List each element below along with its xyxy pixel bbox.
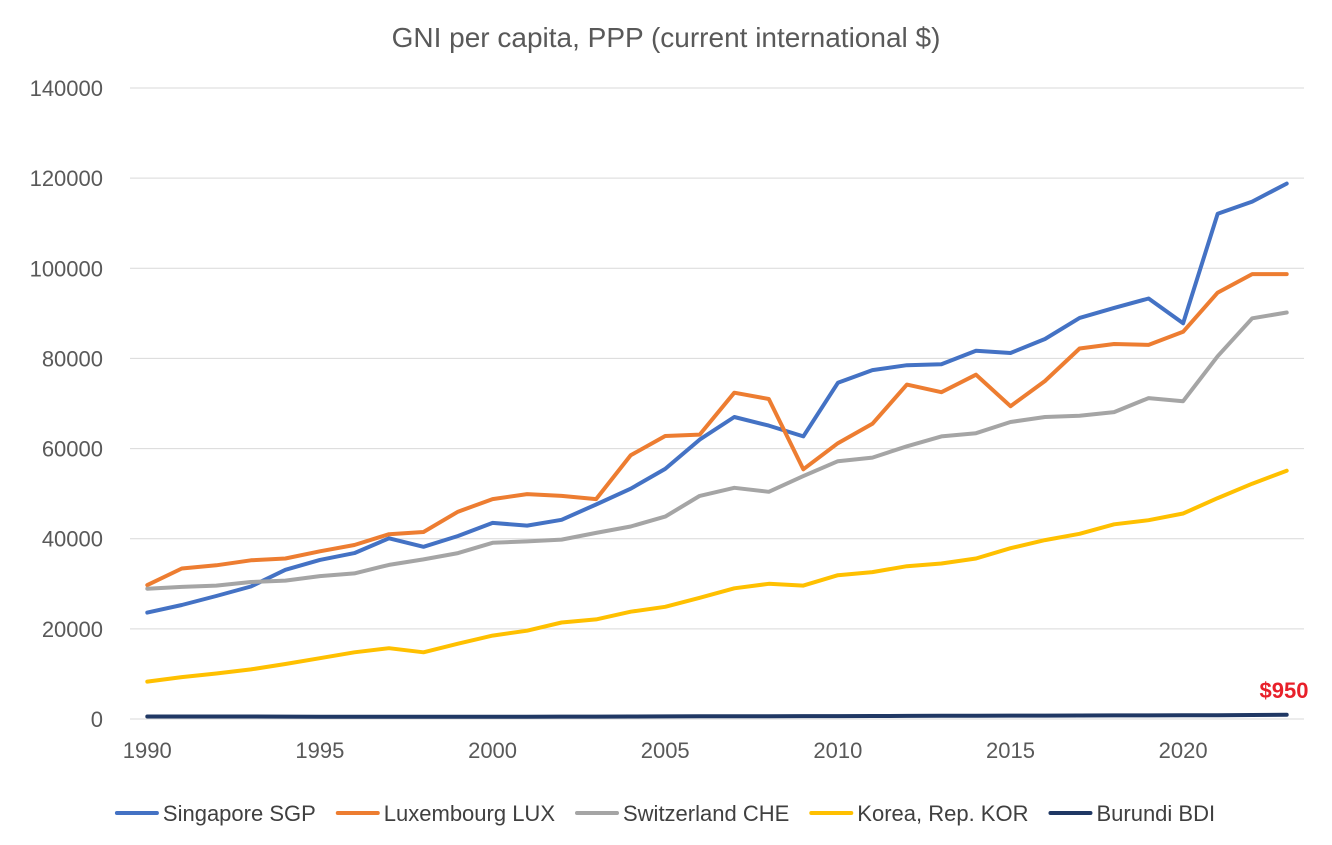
- x-tick-label: 2010: [813, 738, 862, 763]
- x-tick-label: 2005: [641, 738, 690, 763]
- series-lines: [145, 181, 1289, 719]
- legend-item: Singapore SGP: [114, 801, 316, 826]
- x-tick-label: 2000: [468, 738, 517, 763]
- x-tick-label: 2020: [1159, 738, 1208, 763]
- series-line-switzerland-che: [145, 310, 1289, 591]
- legend-label: Luxembourg LUX: [384, 801, 556, 826]
- x-tick-label: 2015: [986, 738, 1035, 763]
- y-tick-label: 100000: [30, 256, 103, 281]
- series-line-korea-rep-kor: [145, 468, 1289, 684]
- legend-label: Singapore SGP: [163, 801, 316, 826]
- annotations: $950: [1260, 678, 1309, 703]
- series-line-singapore-sgp: [145, 181, 1289, 615]
- legend: Singapore SGP Luxembourg LUX Switzerland C…: [114, 801, 1215, 826]
- legend-label: Korea, Rep. KOR: [857, 801, 1028, 826]
- y-axis-tick-labels: 0 20000 40000 60000 80000 100000 120000 140000: [30, 76, 103, 732]
- legend-label: Switzerland CHE: [623, 801, 789, 826]
- chart-title: GNI per capita, PPP (current internation…: [392, 22, 941, 53]
- y-tick-label: 0: [91, 707, 103, 732]
- x-tick-label: 1995: [295, 738, 344, 763]
- legend-item: Luxembourg LUX: [335, 801, 556, 826]
- y-tick-label: 40000: [42, 527, 103, 552]
- gridlines: [130, 87, 1304, 720]
- data-label-annotation: $950: [1260, 678, 1309, 703]
- x-tick-label: 1990: [123, 738, 172, 763]
- legend-item: Switzerland CHE: [575, 801, 789, 826]
- y-tick-label: 140000: [30, 76, 103, 101]
- y-tick-label: 60000: [42, 437, 103, 462]
- series-line-luxembourg-lux: [145, 272, 1289, 588]
- y-tick-label: 20000: [42, 617, 103, 642]
- series-line-burundi-bdi: [145, 712, 1289, 719]
- y-tick-label: 120000: [30, 166, 103, 191]
- y-tick-label: 80000: [42, 346, 103, 371]
- x-axis-tick-labels: 1990 1995 2000 2005 2010 2015 2020: [123, 738, 1208, 763]
- legend-label: Burundi BDI: [1096, 801, 1215, 826]
- legend-item: Burundi BDI: [1048, 801, 1215, 826]
- legend-item: Korea, Rep. KOR: [809, 801, 1028, 826]
